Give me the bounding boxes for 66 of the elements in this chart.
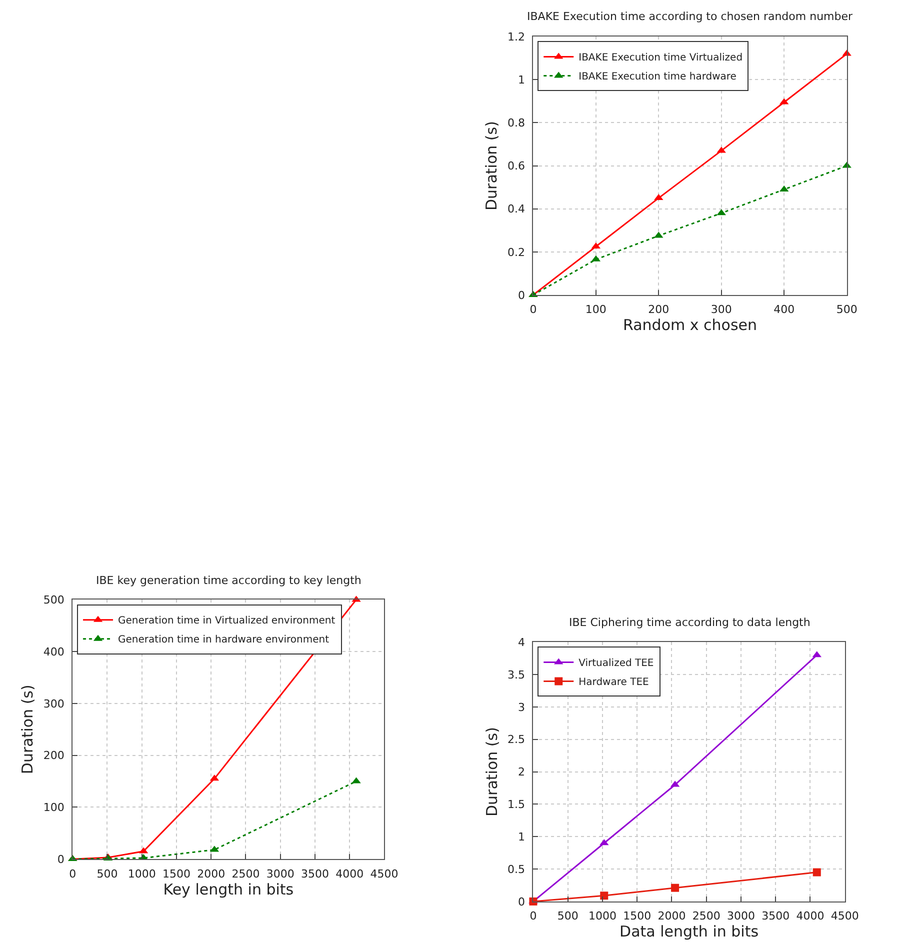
chart-title: IBE Ciphering time according to data length <box>569 616 810 629</box>
y-tick-label: 4 <box>518 636 526 649</box>
legend-label: Virtualized TEE <box>578 658 654 670</box>
x-tick-label: 2500 <box>232 867 260 880</box>
legend-label: Generation time in Virtualized environment <box>118 616 336 627</box>
y-tick-label: 0.8 <box>508 116 526 130</box>
x-tick-label: 2500 <box>692 910 720 923</box>
x-tick-label: 500 <box>836 303 858 316</box>
x-tick-label: 1000 <box>128 867 156 880</box>
y-tick-label: 400 <box>43 645 64 658</box>
x-tick-label: 1000 <box>588 910 616 923</box>
point <box>812 868 821 876</box>
y-tick-label: 1.2 <box>508 30 526 44</box>
y-axis-title: Duration (s) <box>482 727 501 817</box>
chart-title: IBE key generation time according to key length <box>96 574 362 587</box>
y-tick-label: 0.5 <box>508 862 526 876</box>
x-tick-label: 3000 <box>266 867 294 880</box>
y-tick-label: 3 <box>518 700 526 714</box>
x-tick-label: 2000 <box>197 867 226 880</box>
x-tick-label: 1500 <box>623 910 652 923</box>
x-axis-title: Key length in bits <box>163 880 294 898</box>
legend-label: IBAKE Execution time hardware <box>578 72 736 83</box>
y-tick-label: 200 <box>43 749 64 762</box>
legend-label: IBAKE Execution time Virtualized <box>578 52 743 64</box>
y-tick-label: 300 <box>43 697 64 710</box>
y-tick-label: 2.5 <box>508 733 526 746</box>
y-tick-label: 0.6 <box>508 160 526 173</box>
x-axis-title: Data length in bits <box>620 922 759 941</box>
x-tick-label: 0 <box>530 303 537 316</box>
x-tick-label: 4000 <box>796 910 824 923</box>
x-tick-label: 4500 <box>830 910 859 923</box>
y-tick-label: 1 <box>518 73 526 86</box>
x-tick-label: 400 <box>774 303 795 316</box>
x-tick-label: 4000 <box>336 867 364 880</box>
x-tick-label: 3500 <box>300 867 329 880</box>
y-tick-label: 3.5 <box>508 668 526 682</box>
x-tick-label: 500 <box>96 867 118 880</box>
x-tick-label: 100 <box>585 303 606 316</box>
y-tick-label: 100 <box>43 801 64 814</box>
y-tick-label: 1 <box>518 830 526 844</box>
x-tick-label: 3000 <box>726 910 755 923</box>
y-tick-label: 2 <box>518 766 526 779</box>
x-tick-label: 300 <box>710 303 732 316</box>
legend-label: Generation time in hardware environment <box>118 634 330 646</box>
y-tick-label: 0 <box>518 895 526 908</box>
y-tick-label: 1.5 <box>508 798 526 812</box>
y-tick-label: 0 <box>57 852 64 866</box>
y-tick-label: 0.4 <box>508 202 526 216</box>
x-tick-label: 0 <box>530 910 537 923</box>
y-axis-title: Duration (s) <box>18 684 37 774</box>
x-tick-label: 500 <box>557 910 578 923</box>
chart-title: IBAKE Execution time according to chosen random number <box>527 10 854 23</box>
x-tick-label: 1500 <box>162 867 190 880</box>
point <box>600 892 608 900</box>
x-tick-label: 0 <box>69 867 76 880</box>
x-tick-label: 4500 <box>370 867 398 880</box>
y-tick-label: 0.2 <box>508 246 526 259</box>
legend-label: Hardware TEE <box>578 677 649 688</box>
x-axis-title: Random x chosen <box>623 316 758 334</box>
point <box>671 884 680 892</box>
x-tick-label: 3500 <box>762 910 790 923</box>
y-tick-label: 0 <box>518 288 526 302</box>
y-tick-label: 500 <box>43 594 64 607</box>
y-axis-title: Duration (s) <box>482 121 501 210</box>
x-tick-label: 2000 <box>658 910 686 923</box>
x-tick-label: 200 <box>648 303 670 316</box>
